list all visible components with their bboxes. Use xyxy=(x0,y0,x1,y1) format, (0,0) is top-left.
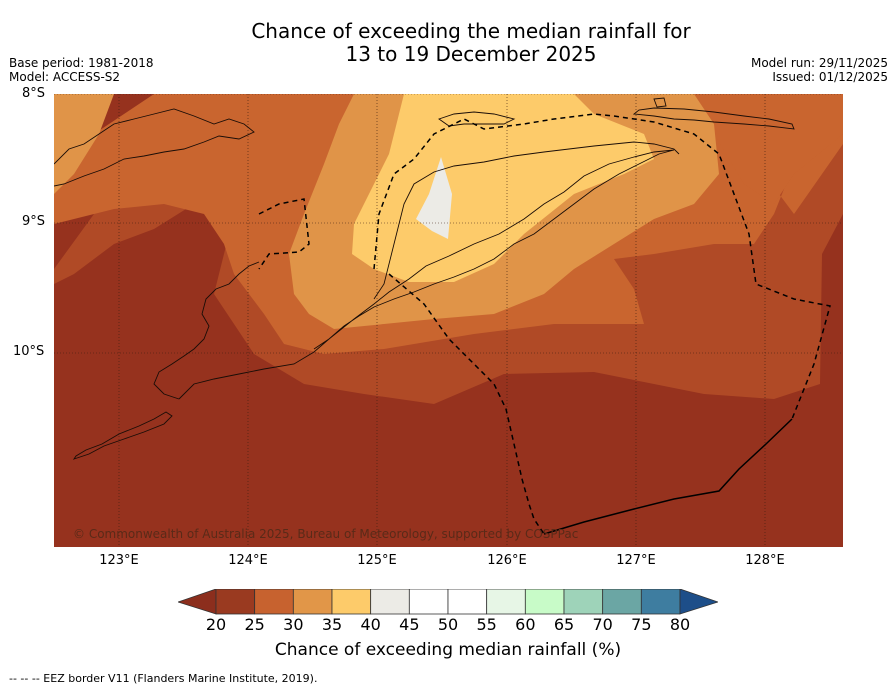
timor-island-coast xyxy=(178,149,675,400)
sumba-coast xyxy=(72,411,173,460)
colorbar-cell-25-30 xyxy=(254,589,294,615)
lon-label-123e: 123°E xyxy=(99,553,139,568)
graticule xyxy=(54,94,843,547)
colorbar-cell-30-35 xyxy=(292,589,333,615)
colorbar-tick-80: 80 xyxy=(669,615,691,634)
colorbar-cell-65-70 xyxy=(563,589,604,615)
flores-coast xyxy=(54,108,255,187)
base-period: Base period: 1981-2018 xyxy=(9,56,154,70)
timor-south-coast xyxy=(373,141,680,300)
colorbar-cell-35-40 xyxy=(331,589,372,615)
colorbar-tick-45: 45 xyxy=(399,615,420,634)
alor-coast xyxy=(438,111,516,127)
colorbar-cell-20-25 xyxy=(215,589,256,615)
colorbar-cell-60-65 xyxy=(524,589,565,615)
eez-solid xyxy=(543,418,793,535)
colorbar-tick-25: 25 xyxy=(244,615,265,634)
rainfall-map xyxy=(54,94,843,547)
colorbar-label: Chance of exceeding median rainfall (%) xyxy=(274,640,622,660)
colorbar-tick-75: 75 xyxy=(631,615,652,634)
eez-legend: -- -- -- EEZ border V11 (Flanders Marine… xyxy=(9,672,318,685)
chart-title: Chance of exceeding the median rainfall … xyxy=(0,20,896,66)
colorbar-tick-60: 60 xyxy=(515,615,536,634)
issued-date: Issued: 01/12/2025 xyxy=(772,70,888,84)
eez-dashed xyxy=(258,113,831,535)
colorbar-cell-45-50 xyxy=(408,589,449,615)
colorbar-high-extension xyxy=(679,589,718,615)
lon-label-128e: 128°E xyxy=(745,553,785,568)
colorbar-cell-70-75 xyxy=(602,589,642,615)
copyright-notice: © Commonwealth of Australia 2025, Bureau… xyxy=(73,527,579,541)
lat-label-8s: 8°S xyxy=(22,86,46,101)
model-name: Model: ACCESS-S2 xyxy=(9,70,121,84)
lon-label-127e: 127°E xyxy=(616,553,656,568)
colorbar-tick-50: 50 xyxy=(437,615,459,634)
colorbar-cell-75-80 xyxy=(640,589,681,615)
wetar-coast xyxy=(632,107,795,130)
lon-label-126e: 126°E xyxy=(487,553,527,568)
colorbar xyxy=(178,589,718,615)
coastlines xyxy=(54,97,795,460)
colorbar-tick-65: 65 xyxy=(553,615,575,634)
colorbar-tick-55: 55 xyxy=(476,615,497,634)
colorbar-cell-55-60 xyxy=(486,589,526,615)
meta-left: Base period: 1981-2018 Model: ACCESS-S2 xyxy=(9,56,154,84)
model-run: Model run: 29/11/2025 xyxy=(750,56,888,70)
lat-label-9s: 9°S xyxy=(22,214,46,229)
meta-right: Model run: 29/11/2025 Issued: 01/12/2025 xyxy=(751,56,888,84)
colorbar-tick-30: 30 xyxy=(283,615,304,634)
band-25-30-east xyxy=(694,94,843,204)
eez-border xyxy=(258,113,831,535)
band-40-45 xyxy=(416,157,452,239)
colorbar-cells xyxy=(215,589,681,615)
lat-label-10s: 10°S xyxy=(13,344,45,359)
colorbar-tick-70: 70 xyxy=(592,615,613,634)
roti-semau-coast xyxy=(153,261,260,400)
colorbar-cell-40-45 xyxy=(370,589,410,615)
colorbar-cell-50-55 xyxy=(447,589,488,615)
title-line-1: Chance of exceeding the median rainfall … xyxy=(251,19,691,43)
colorbar-low-extension xyxy=(178,589,217,615)
title-line-2: 13 to 19 December 2025 xyxy=(345,42,597,66)
colorbar-tick-20: 20 xyxy=(205,615,227,634)
lon-label-124e: 124°E xyxy=(228,553,268,568)
colorbar-tick-40: 40 xyxy=(360,615,381,634)
small-island-north xyxy=(653,97,667,108)
lon-label-125e: 125°E xyxy=(357,553,397,568)
colorbar-tick-35: 35 xyxy=(321,615,343,634)
